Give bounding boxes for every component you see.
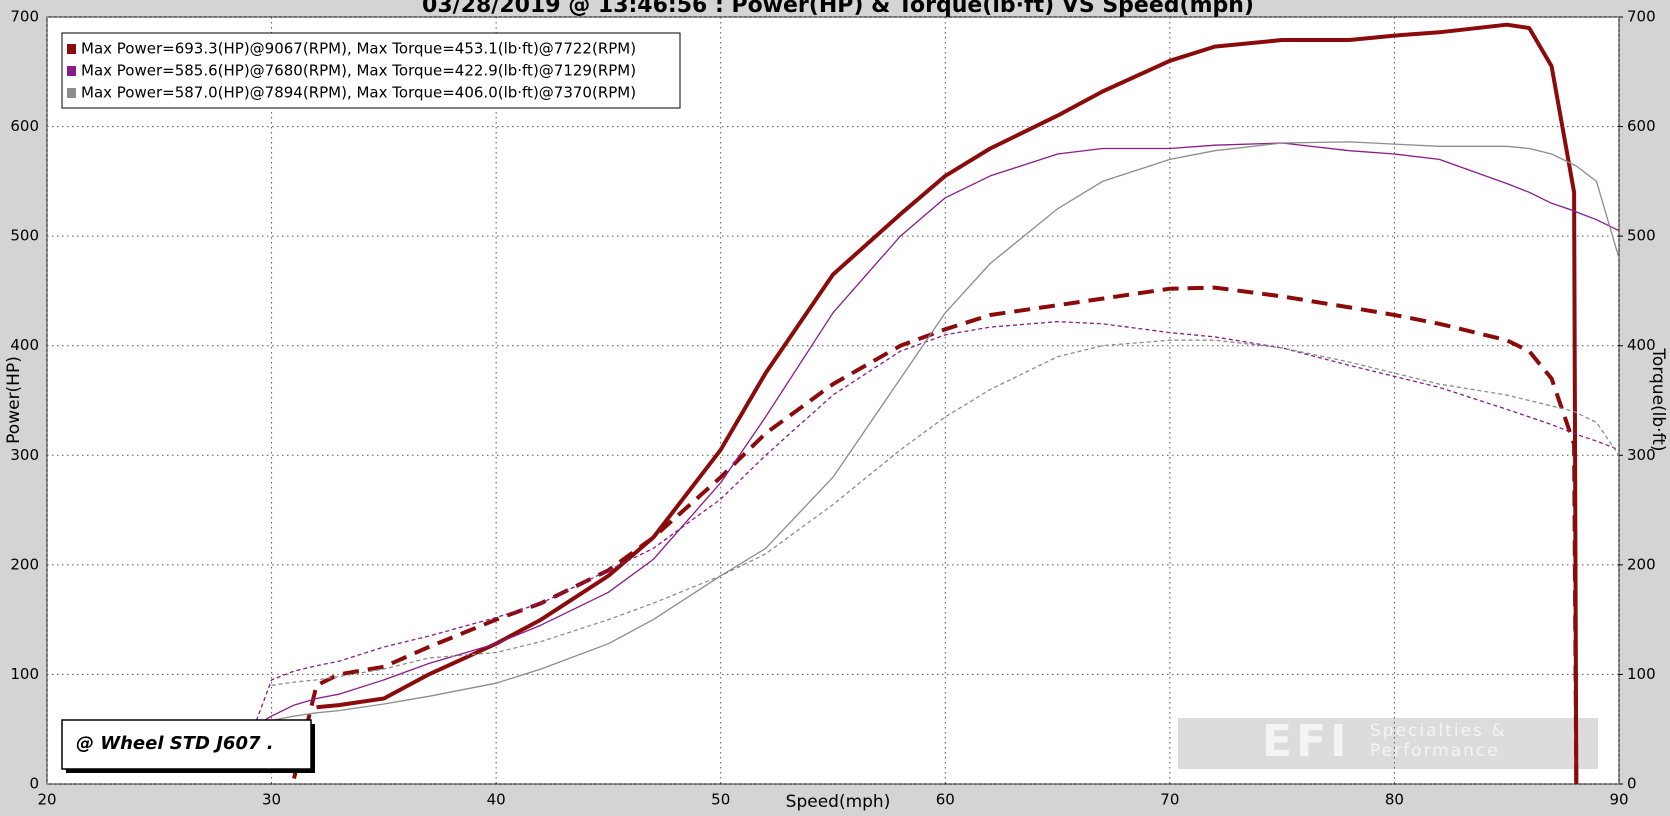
torque-line bbox=[248, 320, 1620, 741]
y2-axis-label: Torque(lb·ft) bbox=[1648, 347, 1668, 451]
x-tick-label: 50 bbox=[711, 791, 730, 809]
legend-label: Max Power=587.0(HP)@7894(RPM), Max Torqu… bbox=[81, 84, 636, 102]
watermark-text: Performance bbox=[1370, 741, 1500, 761]
torque-line bbox=[292, 285, 1579, 785]
x-tick-label: 60 bbox=[936, 791, 955, 809]
y-tick-label: 700 bbox=[10, 8, 39, 26]
legend-label: Max Power=585.6(HP)@7680(RPM), Max Torqu… bbox=[81, 62, 636, 80]
y-tick-label: 400 bbox=[10, 336, 39, 354]
legend-box bbox=[61, 32, 681, 109]
series bbox=[248, 22, 1620, 785]
x-tick-label: 90 bbox=[1609, 791, 1628, 809]
y-tick-label: 300 bbox=[10, 446, 39, 464]
y2-tick-label: 0 bbox=[1627, 775, 1637, 793]
legend: Max Power=693.3(HP)@9067(RPM), Max Torqu… bbox=[61, 32, 681, 109]
annotation: @ Wheel STD J607 . bbox=[61, 719, 315, 773]
y2-tick-label: 600 bbox=[1627, 117, 1656, 135]
x-tick-label: 40 bbox=[487, 791, 506, 809]
legend-marker bbox=[67, 44, 76, 54]
y2-tick-label: 400 bbox=[1627, 336, 1656, 354]
y-tick-label: 600 bbox=[10, 117, 39, 135]
watermark-logo: EFI bbox=[1262, 716, 1350, 767]
power-line bbox=[248, 142, 1620, 730]
grid bbox=[46, 16, 1623, 785]
watermark-text: Specialties & bbox=[1370, 721, 1507, 741]
y2-tick-label: 500 bbox=[1627, 227, 1656, 245]
y2-tick-label: 200 bbox=[1627, 555, 1656, 573]
power-line bbox=[271, 141, 1620, 722]
legend-marker bbox=[67, 66, 76, 76]
y2-tick-label: 100 bbox=[1627, 665, 1656, 683]
y2-tick-label: 300 bbox=[1627, 446, 1656, 464]
x-tick-label: 70 bbox=[1160, 791, 1179, 809]
y-axis-label: Power(HP) bbox=[4, 356, 24, 444]
y-tick-label: 500 bbox=[10, 227, 39, 245]
plot-area bbox=[46, 16, 1620, 785]
x-tick-label: 80 bbox=[1385, 791, 1404, 809]
y-tick-label: 200 bbox=[10, 555, 39, 573]
power-line bbox=[316, 22, 1579, 785]
annotation-box bbox=[61, 719, 312, 770]
torque-line bbox=[271, 339, 1620, 687]
legend-marker bbox=[67, 88, 76, 98]
legend-label: Max Power=693.3(HP)@9067(RPM), Max Torqu… bbox=[81, 40, 636, 58]
x-tick-label: 20 bbox=[37, 791, 56, 809]
annotation-text: @ Wheel STD J607 . bbox=[76, 733, 274, 754]
y-tick-label: 100 bbox=[10, 665, 39, 683]
watermark: EFI Specialties & Performance bbox=[1178, 716, 1598, 769]
chart-title: 03/28/2019 @ 13:46:56 : Power(HP) & Torq… bbox=[422, 0, 1254, 18]
y2-tick-label: 700 bbox=[1627, 8, 1656, 26]
x-tick-label: 30 bbox=[262, 791, 281, 809]
x-axis-label: Speed(mph) bbox=[786, 792, 891, 812]
watermark-box bbox=[1178, 718, 1598, 769]
y-tick-label: 0 bbox=[29, 775, 39, 793]
